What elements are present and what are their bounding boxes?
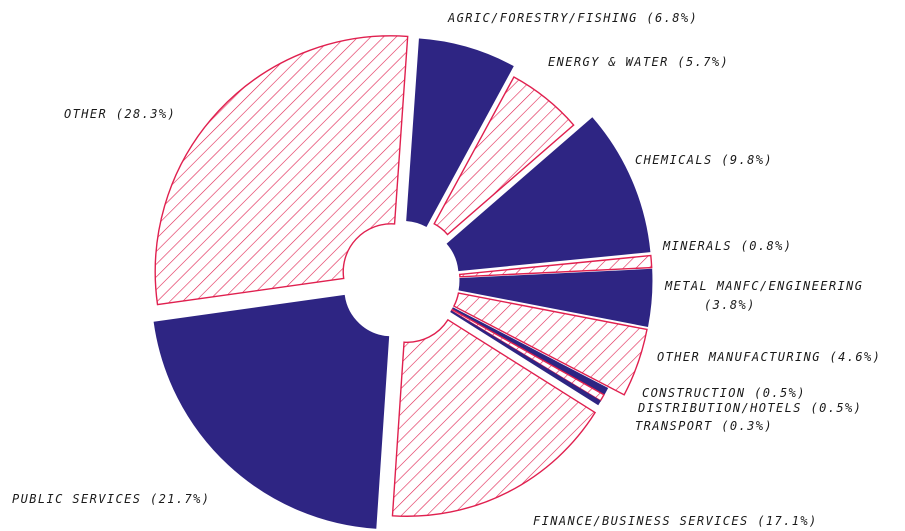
label-other-manufacturing: OTHER MANUFACTURING (4.6%) [657, 350, 881, 364]
slice-transport [450, 310, 601, 406]
label-energy-water: ENERGY & WATER (5.7%) [548, 55, 729, 69]
slice-labels: AGRIC/FORESTRY/FISHING (6.8%) ENERGY & WA… [12, 11, 881, 528]
label-minerals: MINERALS (0.8%) [662, 239, 792, 253]
label-agric-forestry-fishing: AGRIC/FORESTRY/FISHING (6.8%) [447, 11, 698, 25]
label-metal-manfc-engineering: METAL MANFC/ENGINEERING [664, 279, 863, 293]
label-metal-manfc-engineering-value: (3.8%) [704, 298, 756, 312]
slice-agric-forestry-fishing [406, 38, 514, 227]
label-finance-business-services: FINANCE/BUSINESS SERVICES (17.1%) [533, 514, 818, 528]
slice-public-services [153, 294, 390, 529]
slice-finance-business-services [391, 318, 597, 517]
label-chemicals: CHEMICALS (9.8%) [635, 153, 773, 167]
label-other: OTHER (28.3%) [64, 107, 176, 121]
label-transport: TRANSPORT (0.3%) [635, 419, 773, 433]
pie-slices [153, 35, 653, 529]
slice-metal-manfc-engineering [458, 268, 653, 327]
label-distribution-hotels: DISTRIBUTION/HOTELS (0.5%) [637, 401, 862, 415]
slice-other [154, 35, 409, 306]
slice-minerals [458, 254, 653, 278]
slice-energy-water [433, 76, 575, 236]
label-public-services: PUBLIC SERVICES (21.7%) [12, 492, 210, 506]
label-construction: CONSTRUCTION (0.5%) [642, 386, 806, 400]
slice-other-manufacturing [452, 292, 648, 396]
slice-chemicals [446, 117, 651, 272]
